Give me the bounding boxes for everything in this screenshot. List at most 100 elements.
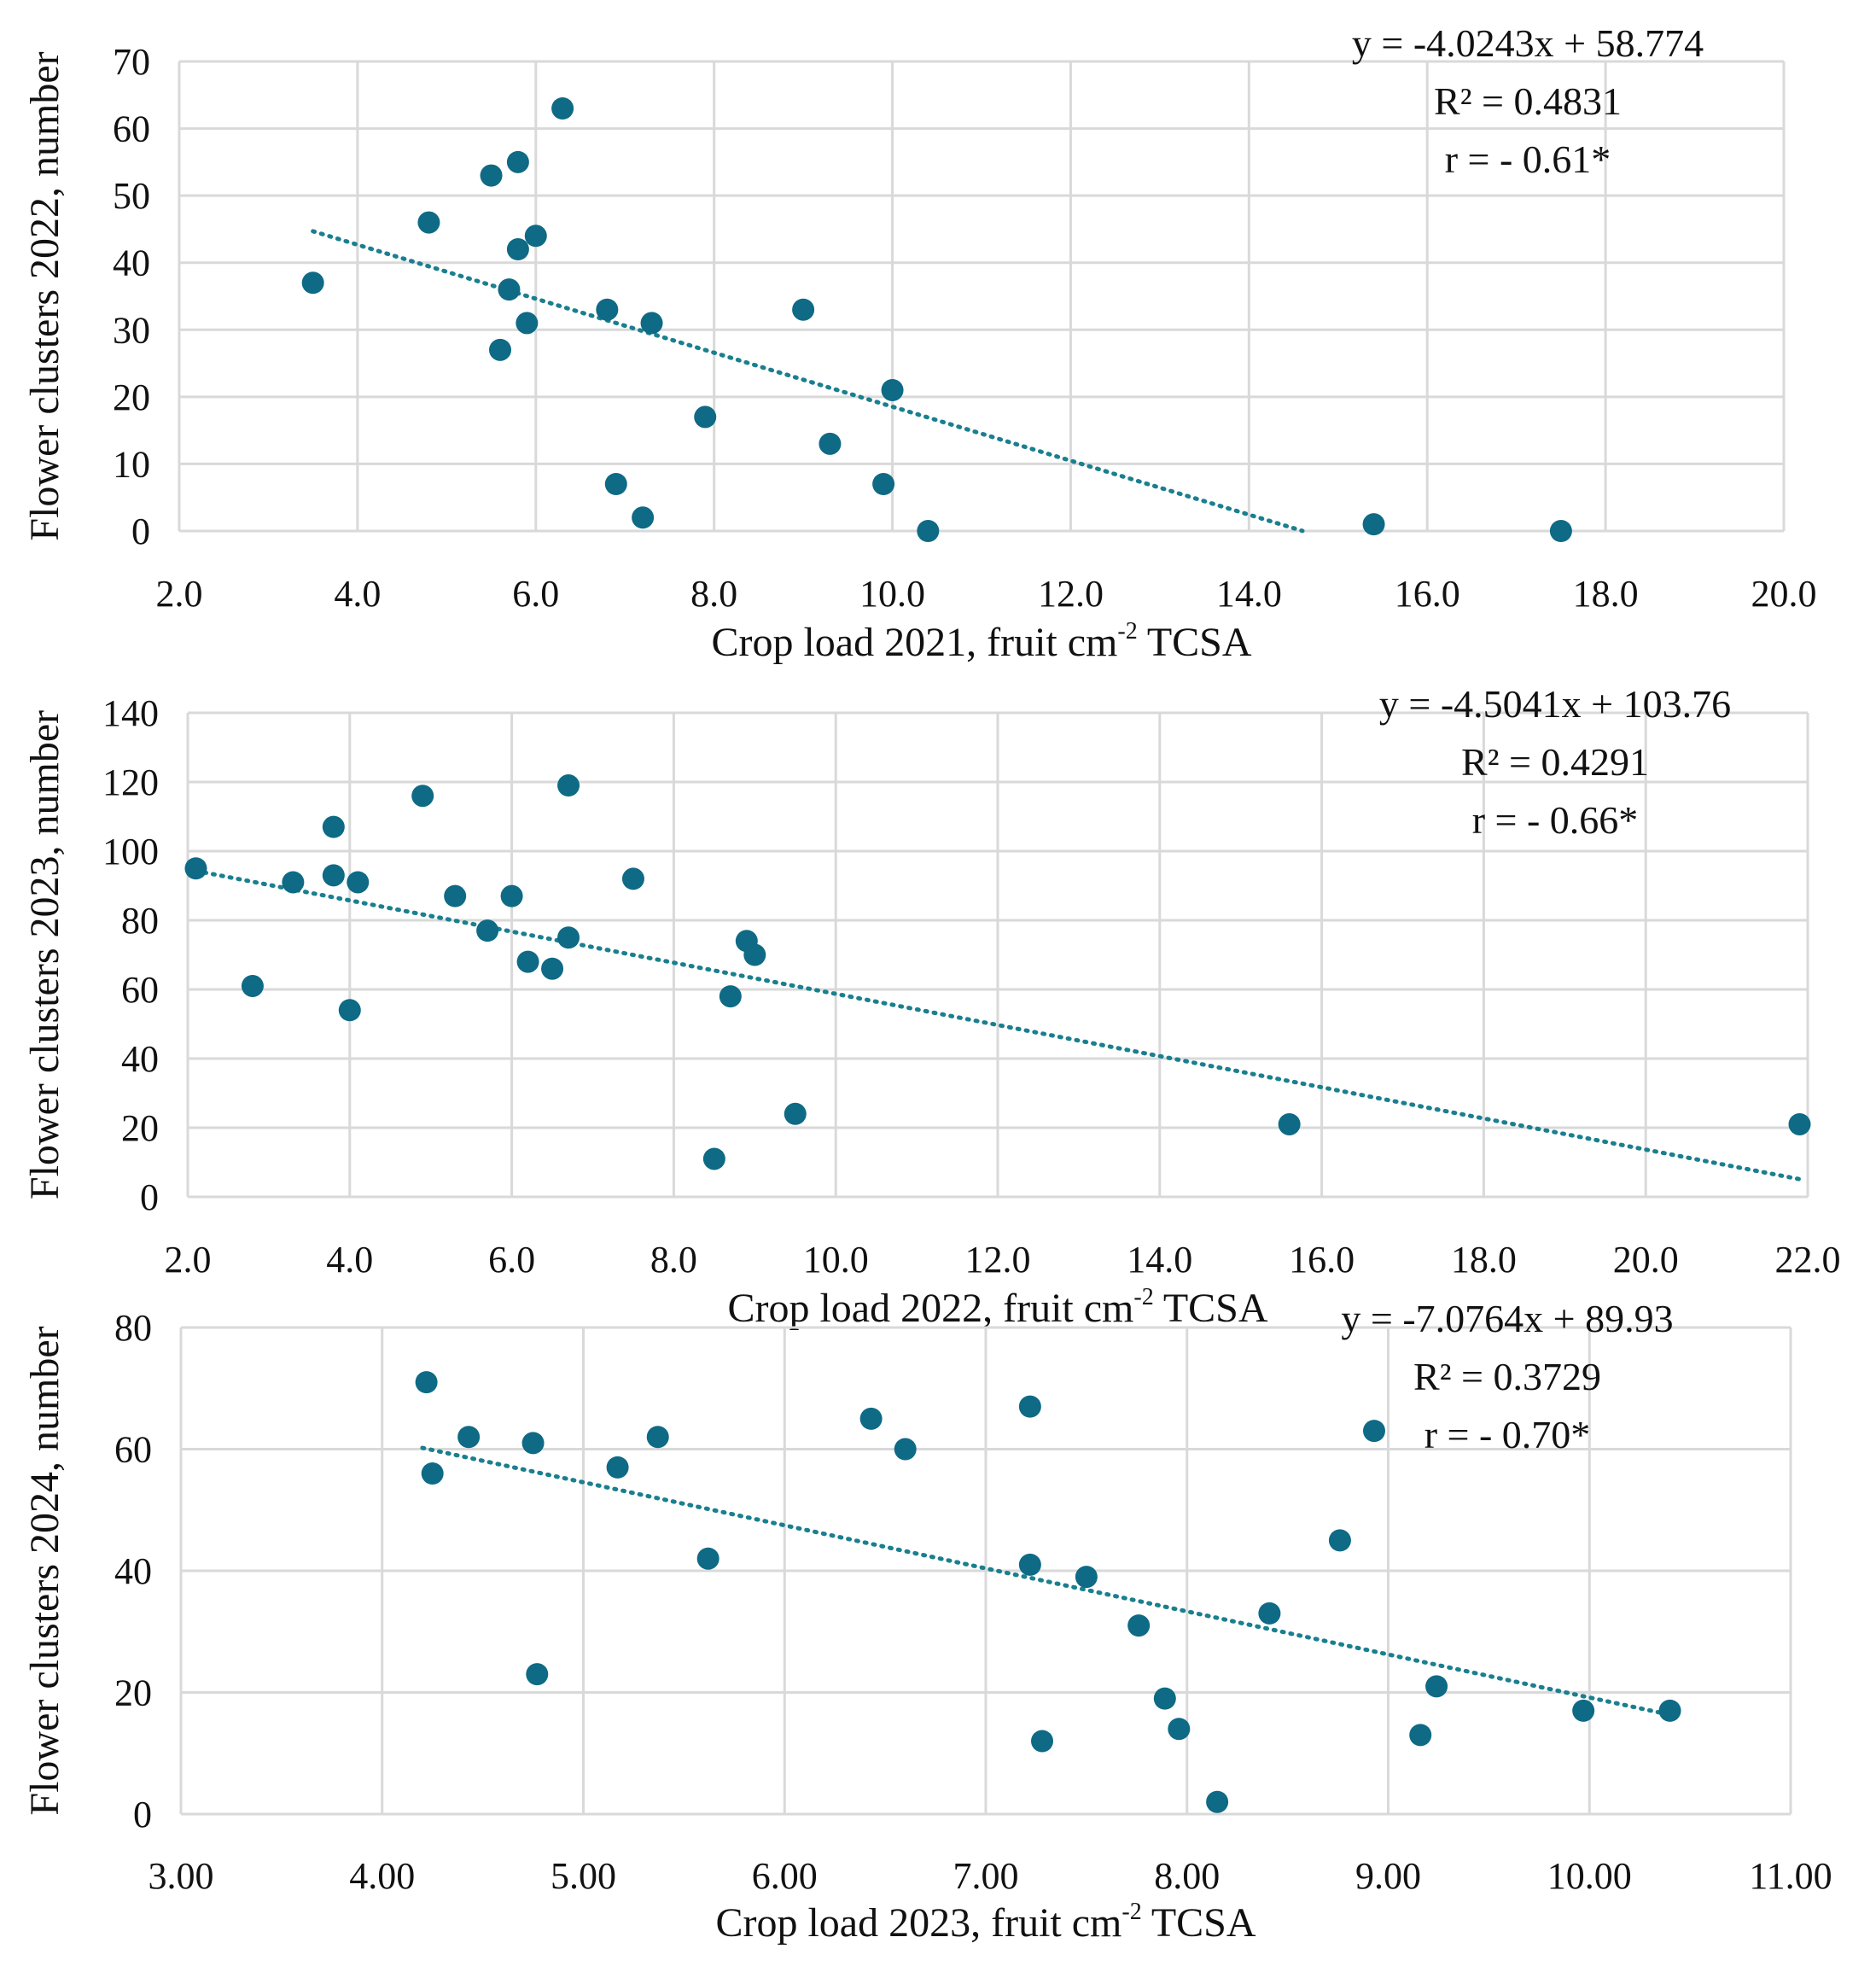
y-tick-label: 80 bbox=[114, 1307, 152, 1349]
chart-panel-1: 0 10 20 30 40 50 60 70 2.0 4.0 6.0 8.0 10.0 12.0 14.0 1… bbox=[22, 21, 1817, 665]
x-tick-label: 14.0 bbox=[1127, 1239, 1192, 1281]
x-tick-label: 16.0 bbox=[1289, 1239, 1355, 1281]
data-point bbox=[1127, 1614, 1151, 1637]
y-tick-label: 40 bbox=[121, 1038, 159, 1080]
data-point bbox=[632, 506, 655, 529]
y-tick-label: 0 bbox=[140, 1176, 159, 1218]
x-tick-label: 4.00 bbox=[349, 1855, 415, 1897]
data-point bbox=[489, 338, 511, 361]
data-point bbox=[282, 871, 305, 894]
x-tick-label: 2.0 bbox=[165, 1239, 212, 1281]
regression-annotation: R² = 0.4831 bbox=[1434, 79, 1622, 123]
data-point bbox=[784, 1102, 807, 1125]
gridlines bbox=[178, 60, 1786, 533]
y-axis-title: Flower clusters 2023, number bbox=[22, 710, 67, 1199]
x-tick-label: 3.00 bbox=[149, 1855, 214, 1897]
x-tick-label: 18.0 bbox=[1451, 1239, 1517, 1281]
data-point bbox=[521, 1432, 545, 1455]
x-tick-label: 16.0 bbox=[1395, 573, 1460, 615]
data-point bbox=[1258, 1602, 1281, 1625]
data-point bbox=[1362, 1420, 1385, 1443]
x-tick-label: 12.0 bbox=[1038, 573, 1104, 615]
x-tick-label: 10.0 bbox=[859, 573, 925, 615]
data-point bbox=[516, 312, 539, 335]
data-point bbox=[1788, 1112, 1811, 1135]
data-point bbox=[526, 1663, 549, 1686]
regression-annotation: y = -7.0764x + 89.93 bbox=[1341, 1297, 1673, 1340]
x-tick-label: 14.0 bbox=[1216, 573, 1282, 615]
y-tick-label: 0 bbox=[133, 1794, 152, 1835]
data-point bbox=[500, 884, 523, 907]
trendline bbox=[185, 866, 1803, 1182]
data-point bbox=[338, 999, 361, 1022]
y-tick-label: 20 bbox=[113, 376, 150, 418]
data-point bbox=[506, 150, 529, 173]
y-tick-label: 0 bbox=[131, 511, 150, 552]
x-tick-label: 4.0 bbox=[326, 1239, 373, 1281]
x-axis-title: Crop load 2021, fruit cm-2 TCSA bbox=[711, 618, 1251, 665]
regression-annotation: R² = 0.4291 bbox=[1461, 740, 1649, 784]
y-axis-title: Flower clusters 2022, number bbox=[22, 51, 67, 540]
data-point bbox=[241, 974, 264, 997]
data-point bbox=[1206, 1790, 1229, 1813]
data-point bbox=[606, 1456, 629, 1479]
data-point bbox=[694, 406, 717, 429]
data-point bbox=[881, 379, 904, 401]
data-point bbox=[792, 298, 815, 321]
data-point bbox=[917, 520, 940, 542]
y-tick-label: 70 bbox=[113, 41, 150, 83]
y-tick-label: 40 bbox=[114, 1550, 152, 1592]
regression-annotation: R² = 0.3729 bbox=[1413, 1355, 1601, 1398]
regression-annotation: r = - 0.61* bbox=[1445, 137, 1611, 181]
x-tick-label: 12.0 bbox=[965, 1239, 1031, 1281]
data-point bbox=[1278, 1112, 1301, 1135]
data-point bbox=[743, 943, 766, 966]
y-tick-label: 20 bbox=[121, 1107, 159, 1149]
data-point bbox=[894, 1438, 917, 1461]
data-point bbox=[596, 298, 619, 321]
data-point bbox=[301, 271, 324, 295]
data-point bbox=[551, 97, 574, 120]
regression-annotation: r = - 0.70* bbox=[1424, 1413, 1591, 1456]
regression-annotation: r = - 0.66* bbox=[1472, 798, 1639, 842]
x-tick-label: 6.00 bbox=[752, 1855, 818, 1897]
x-tick-label: 11.00 bbox=[1749, 1855, 1832, 1897]
y-tick-label: 60 bbox=[113, 108, 150, 150]
trendline bbox=[420, 1445, 1673, 1718]
x-tick-label: 6.0 bbox=[512, 573, 559, 615]
data-point bbox=[604, 473, 627, 495]
regression-annotation: y = -4.5041x + 103.76 bbox=[1379, 682, 1731, 726]
data-point bbox=[696, 1547, 720, 1570]
data-point bbox=[1409, 1724, 1432, 1747]
x-tick-label: 7.00 bbox=[953, 1855, 1019, 1897]
x-tick-label: 8.00 bbox=[1154, 1855, 1220, 1897]
data-point bbox=[421, 1462, 444, 1485]
data-point bbox=[819, 432, 842, 455]
data-point bbox=[1658, 1699, 1681, 1722]
data-points bbox=[415, 1371, 1681, 1813]
data-point bbox=[1075, 1566, 1098, 1589]
data-point bbox=[1018, 1553, 1041, 1576]
data-point bbox=[621, 867, 644, 890]
data-points bbox=[301, 97, 1572, 542]
data-point bbox=[184, 857, 207, 880]
x-tick-label: 18.0 bbox=[1573, 573, 1639, 615]
data-point bbox=[1572, 1699, 1595, 1722]
x-tick-label: 8.0 bbox=[690, 573, 737, 615]
data-point bbox=[506, 238, 529, 260]
data-point bbox=[872, 473, 895, 495]
y-tick-label: 80 bbox=[121, 900, 159, 942]
x-axis-title: Crop load 2023, fruit cm-2 TCSA bbox=[715, 1899, 1256, 1946]
data-point bbox=[516, 950, 539, 973]
y-tick-label: 120 bbox=[102, 761, 159, 803]
data-point bbox=[457, 1426, 481, 1449]
x-tick-label: 4.0 bbox=[334, 573, 381, 615]
data-point bbox=[859, 1407, 883, 1430]
data-point bbox=[719, 985, 742, 1008]
data-point bbox=[524, 225, 547, 248]
x-tick-label: 20.0 bbox=[1751, 573, 1817, 615]
y-tick-label: 60 bbox=[121, 969, 159, 1011]
data-point bbox=[347, 871, 370, 894]
data-point bbox=[646, 1426, 669, 1449]
data-point bbox=[498, 278, 521, 301]
